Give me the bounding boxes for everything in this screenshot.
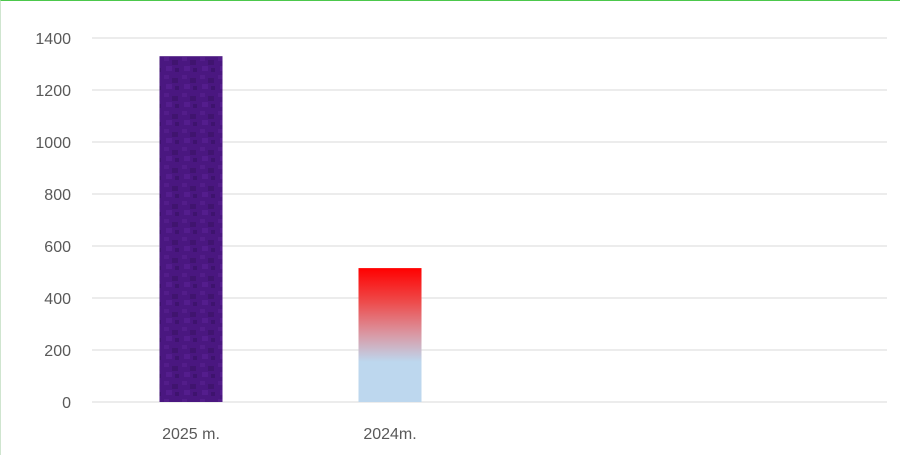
- bars: [159, 56, 422, 402]
- y-axis-tick-labels: 0 200 400 600 800 1000 1200 1400: [35, 31, 71, 412]
- x-tick-label: 2025 m.: [162, 426, 220, 443]
- bar-1: [159, 56, 223, 402]
- y-tick-label: 1000: [35, 135, 71, 152]
- y-tick-label: 400: [44, 291, 71, 308]
- y-tick-label: 600: [44, 239, 71, 256]
- y-tick-label: 800: [44, 187, 71, 204]
- x-axis-tick-labels: 2025 m. 2024m.: [162, 426, 417, 443]
- gridlines: [92, 37, 887, 403]
- y-tick-label: 0: [62, 395, 71, 412]
- y-tick-label: 1400: [35, 31, 71, 48]
- bar-2: [358, 268, 422, 402]
- y-tick-label: 200: [44, 343, 71, 360]
- y-tick-label: 1200: [35, 83, 71, 100]
- x-tick-label: 2024m.: [363, 426, 416, 443]
